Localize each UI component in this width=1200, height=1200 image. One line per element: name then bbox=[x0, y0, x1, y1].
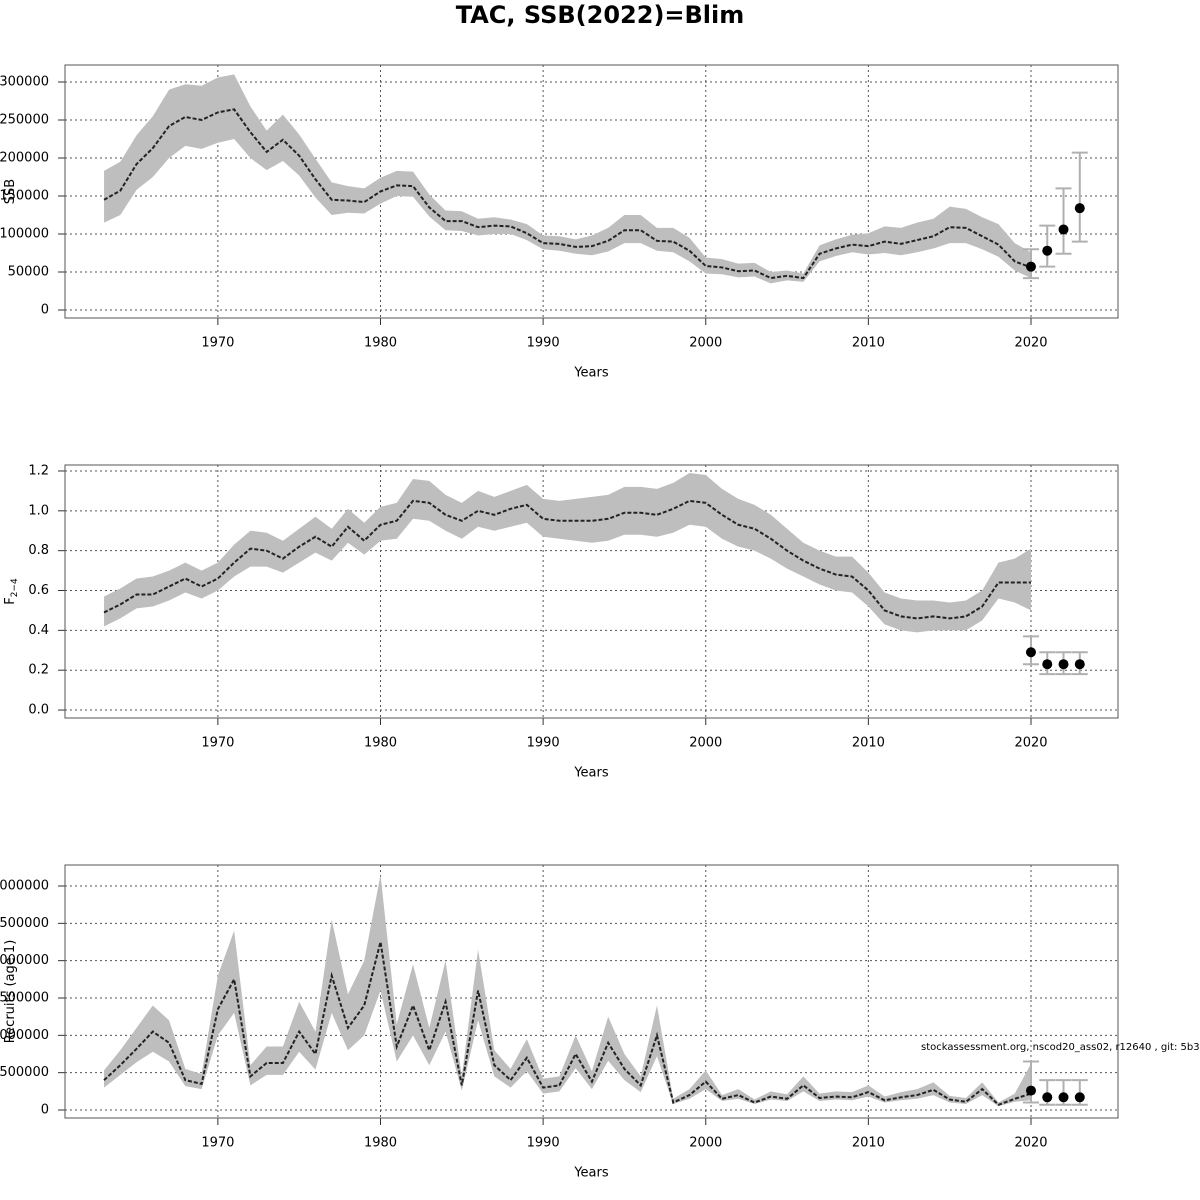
confidence-band bbox=[104, 74, 1031, 284]
forecast-point bbox=[1074, 203, 1085, 214]
forecast-point bbox=[1025, 1085, 1036, 1096]
forecast-point bbox=[1042, 245, 1053, 256]
y-axis-label-main: Recruits (age 1) bbox=[3, 940, 18, 1044]
x-tick-label: 2000 bbox=[689, 1136, 722, 1151]
forecast-point bbox=[1058, 224, 1069, 235]
y-tick-label: 2500000 bbox=[0, 916, 49, 931]
y-tick-label: 0 bbox=[41, 1103, 49, 1118]
x-tick-label: 1990 bbox=[527, 1136, 560, 1151]
x-tick-label: 2000 bbox=[689, 336, 722, 351]
y-axis-label: Recruits (age 1) bbox=[3, 940, 18, 1044]
chart-title: TAC, SSB(2022)=Blim bbox=[456, 1, 745, 29]
y-tick-label: 100000 bbox=[0, 227, 49, 242]
x-tick-label: 2020 bbox=[1014, 1136, 1047, 1151]
plot-frame bbox=[64, 864, 1119, 1119]
x-tick-label: 2020 bbox=[1014, 336, 1047, 351]
x-tick-label: 1990 bbox=[527, 336, 560, 351]
y-axis-label: F2−4 bbox=[3, 578, 20, 605]
y-tick-label: 200000 bbox=[0, 150, 49, 165]
y-tick-label: 150000 bbox=[0, 188, 49, 203]
x-axis-label: Years bbox=[573, 366, 609, 381]
y-tick-label: 500000 bbox=[0, 1065, 49, 1080]
y-tick-label: 0.6 bbox=[28, 583, 49, 598]
y-tick-label: 1000000 bbox=[0, 1028, 49, 1043]
x-tick-label: 2010 bbox=[852, 336, 885, 351]
x-tick-label: 2020 bbox=[1014, 736, 1047, 751]
y-axis-label-main: F bbox=[3, 597, 18, 604]
y-tick-label: 250000 bbox=[0, 112, 49, 127]
forecast-point bbox=[1042, 1092, 1053, 1103]
x-tick-label: 1980 bbox=[364, 1136, 397, 1151]
footnote: stockassessment.org, nscod20_ass02, r126… bbox=[921, 1042, 1200, 1053]
y-tick-label: 0 bbox=[41, 303, 49, 318]
x-tick-label: 2000 bbox=[689, 736, 722, 751]
forecast-point bbox=[1025, 261, 1036, 272]
forecast-point bbox=[1074, 1092, 1085, 1103]
y-tick-label: 50000 bbox=[8, 265, 49, 280]
confidence-band bbox=[104, 472, 1031, 633]
y-tick-label: 2000000 bbox=[0, 953, 49, 968]
forecast-point bbox=[1042, 659, 1053, 670]
y-tick-label: 1.2 bbox=[28, 463, 49, 478]
y-tick-label: 1.0 bbox=[28, 503, 49, 518]
x-tick-label: 2010 bbox=[852, 1136, 885, 1151]
x-tick-label: 2010 bbox=[852, 736, 885, 751]
forecast-point bbox=[1058, 659, 1069, 670]
x-axis-label: Years bbox=[573, 1166, 609, 1181]
forecast-point bbox=[1074, 659, 1085, 670]
y-axis-label: SSB bbox=[3, 179, 18, 204]
plot-frame bbox=[64, 464, 1119, 719]
x-tick-label: 1970 bbox=[201, 336, 234, 351]
y-axis-label-sub: 2−4 bbox=[10, 578, 20, 597]
plot-frame bbox=[64, 64, 1119, 319]
y-tick-label: 0.4 bbox=[28, 623, 49, 638]
y-tick-label: 0.8 bbox=[28, 543, 49, 558]
x-tick-label: 1990 bbox=[527, 736, 560, 751]
forecast-point bbox=[1058, 1092, 1069, 1103]
x-tick-label: 1980 bbox=[364, 336, 397, 351]
x-axis-label: Years bbox=[573, 766, 609, 781]
y-tick-label: 1500000 bbox=[0, 991, 49, 1006]
x-tick-label: 1970 bbox=[201, 736, 234, 751]
y-tick-label: 0.2 bbox=[28, 663, 49, 678]
y-tick-label: 0.0 bbox=[28, 703, 49, 718]
y-axis-label-main: SSB bbox=[3, 179, 18, 204]
estimate-line bbox=[103, 108, 1032, 280]
estimate-line bbox=[103, 941, 1032, 1106]
x-tick-label: 1980 bbox=[364, 736, 397, 751]
confidence-band bbox=[104, 874, 1031, 1107]
forecast-point bbox=[1025, 647, 1036, 658]
y-tick-label: 3000000 bbox=[0, 879, 49, 894]
x-tick-label: 1970 bbox=[201, 1136, 234, 1151]
y-tick-label: 300000 bbox=[0, 74, 49, 89]
